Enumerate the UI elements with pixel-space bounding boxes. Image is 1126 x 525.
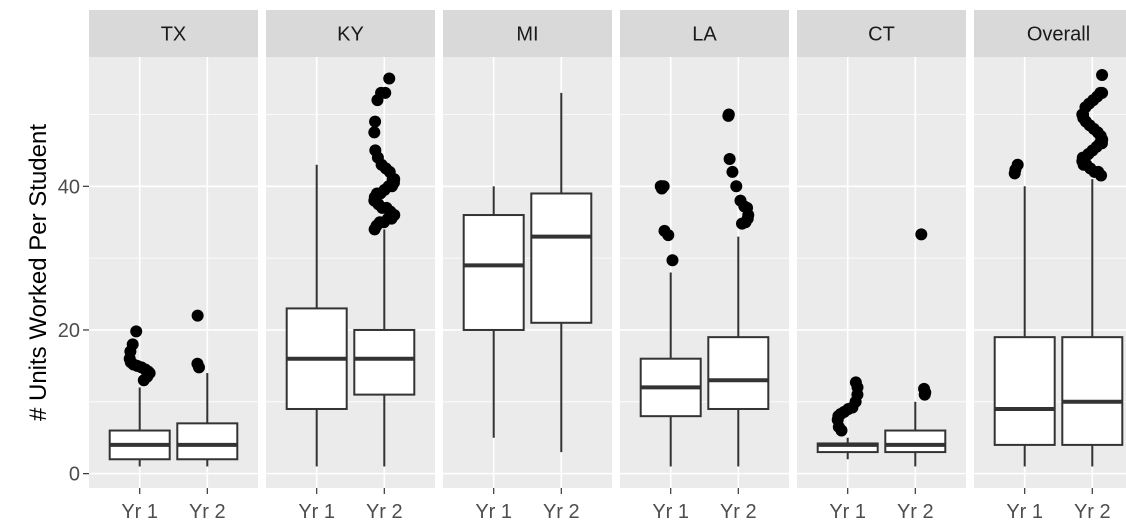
- facet-strip-label: Overall: [1027, 24, 1090, 46]
- outlier-point: [191, 309, 204, 322]
- box-iqr: [462, 214, 525, 331]
- box-ct-yr2: [884, 228, 947, 467]
- box-iqr: [884, 429, 947, 454]
- outlier-point: [734, 194, 747, 207]
- facet-strip-label: KY: [337, 24, 364, 46]
- box-tx-yr2: [176, 309, 239, 467]
- facet-strip: [443, 10, 612, 57]
- panel-background: [620, 57, 789, 488]
- outlier-point: [918, 382, 931, 395]
- x-tick-label: Yr 1: [829, 501, 866, 523]
- box-iqr: [1061, 336, 1124, 446]
- box-overall-yr2: [1061, 68, 1124, 467]
- outlier-point: [1096, 86, 1109, 99]
- box-iqr: [993, 336, 1056, 446]
- box-mi-yr2: [530, 92, 593, 453]
- facet-strip-label: CT: [868, 24, 895, 46]
- y-axis-title: # Units Worked Per Student: [25, 124, 52, 421]
- box-la-yr2: [707, 108, 770, 467]
- x-tick-label: Yr 1: [298, 501, 335, 523]
- y-tick-label: 40: [58, 176, 80, 198]
- box-ky-yr2: [353, 72, 416, 467]
- outlier-point: [368, 126, 381, 139]
- box-iqr: [707, 336, 770, 410]
- x-tick-label: Yr 2: [720, 501, 757, 523]
- outlier-point: [723, 153, 736, 166]
- y-tick-label: 0: [69, 464, 80, 486]
- x-tick-label: Yr 1: [652, 501, 689, 523]
- facet-panel-ky: KY Yr 1 Yr 2: [266, 10, 435, 523]
- box-iqr: [176, 422, 239, 461]
- box-iqr: [353, 328, 416, 396]
- facet-panel-mi: MI Yr 1 Yr 2: [443, 10, 612, 523]
- outlier-point: [915, 228, 928, 241]
- box-la-yr1: [639, 180, 702, 467]
- panel-background: [797, 57, 966, 488]
- facet-strip-label: LA: [692, 24, 717, 46]
- outlier-point: [383, 72, 396, 85]
- x-tick-label: Yr 2: [897, 501, 934, 523]
- outlier-point: [658, 224, 671, 237]
- outlier-point: [657, 180, 670, 193]
- panel-background: [89, 57, 258, 488]
- box-mi-yr1: [462, 186, 525, 438]
- facet-strip: [797, 10, 966, 57]
- x-tick-label: Yr 1: [1006, 501, 1043, 523]
- outlier-point: [191, 357, 204, 370]
- box-ct-yr1: [816, 376, 879, 460]
- outlier-point: [849, 376, 862, 389]
- outlier-point: [130, 325, 143, 338]
- outlier-point: [730, 180, 743, 193]
- x-tick-label: Yr 1: [475, 501, 512, 523]
- outlier-point: [1096, 68, 1109, 81]
- x-tick-label: Yr 2: [189, 501, 226, 523]
- x-tick-label: Yr 2: [1074, 501, 1111, 523]
- facet-strip-label: MI: [516, 24, 538, 46]
- outlier-point: [379, 86, 392, 99]
- y-tick-label: 20: [58, 320, 80, 342]
- outlier-point: [726, 165, 739, 178]
- facet-strip: [620, 10, 789, 57]
- box-iqr: [530, 192, 593, 324]
- facet-panel-la: LA Yr 1 Yr 2: [620, 10, 789, 523]
- x-tick-label: Yr 2: [543, 501, 580, 523]
- box-ky-yr1: [285, 164, 348, 467]
- outlier-point: [369, 144, 382, 157]
- outlier-point: [722, 108, 735, 121]
- facet-strip: [89, 10, 258, 57]
- panel-background: [266, 57, 435, 488]
- x-tick-label: Yr 1: [121, 501, 158, 523]
- facet-panel-ct: CT Yr 1 Yr 2: [797, 10, 966, 523]
- outlier-point: [126, 338, 139, 351]
- outlier-point: [1011, 158, 1024, 171]
- facet-strip: [974, 10, 1126, 57]
- box-overall-yr1: [993, 158, 1056, 467]
- outlier-point: [666, 254, 679, 267]
- box-tx-yr1: [108, 325, 171, 467]
- facet-strip-label: TX: [161, 24, 187, 46]
- x-tick-label: Yr 2: [366, 501, 403, 523]
- facet-strip: [266, 10, 435, 57]
- facet-panel-tx: TX Yr 1 Yr 2: [89, 10, 258, 523]
- facet-panel-overall: Overall Yr 1 Yr 2: [974, 10, 1126, 523]
- outlier-point: [369, 115, 382, 128]
